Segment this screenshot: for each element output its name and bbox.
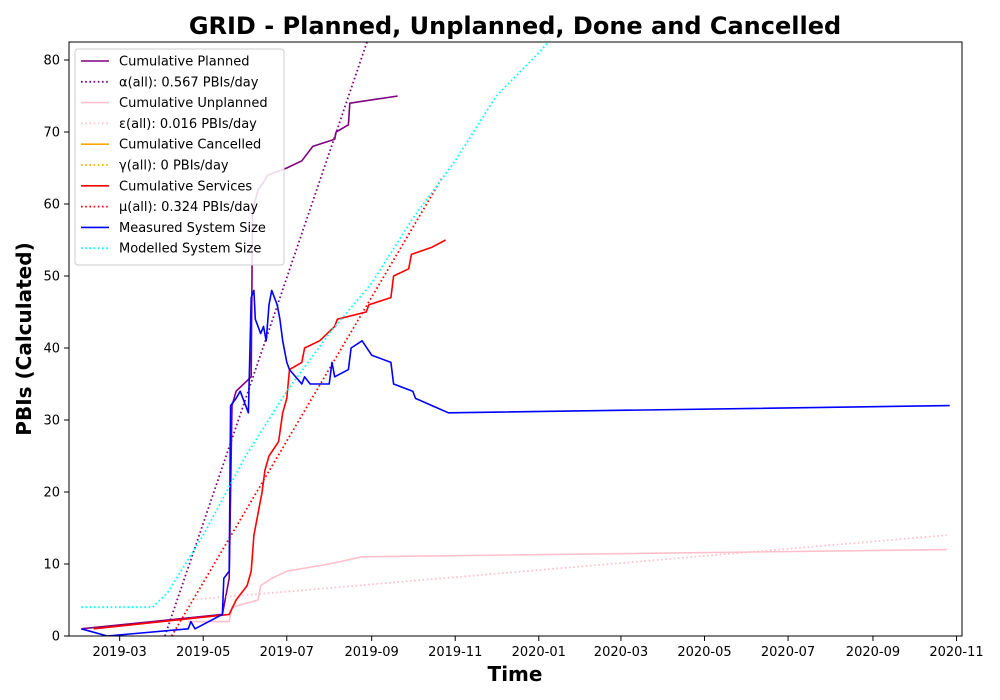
y-tick-label: 50 [43,270,60,285]
legend-label: α(all): 0.567 PBIs/day [119,75,259,90]
legend-label: Cumulative Cancelled [119,138,261,153]
x-tick-label: 2019-11 [428,645,482,660]
x-tick-label: 2020-03 [594,645,648,660]
y-tick-label: 10 [43,558,60,573]
legend-label: Measured System Size [119,221,266,236]
x-tick-label: 2020-01 [512,645,566,660]
y-tick-label: 0 [52,630,60,645]
x-tick-label: 2019-09 [345,645,399,660]
legend-label: Cumulative Services [119,179,252,194]
series-line-modelled-system-size [81,42,550,609]
y-tick-label: 30 [43,414,60,429]
y-tick-label: 70 [43,126,60,141]
legend: Cumulative Planned α(all): 0.567 PBIs/day… [74,48,285,266]
y-tick-label: 20 [43,486,60,501]
legend-label: Cumulative Planned [119,55,249,70]
y-tick-label: 40 [43,342,60,357]
x-tick-label: 2019-07 [260,645,314,660]
x-tick-label: 2020-09 [846,645,900,660]
series-line-all-0-324-pbis-day [170,178,443,636]
series-line-all-0-567-pbis-day [164,42,368,636]
x-tick-label: 2020-05 [677,645,731,660]
legend-label: Modelled System Size [119,242,261,257]
x-tick-label: 2019-03 [93,645,147,660]
legend-box [74,48,285,266]
series-line-all-0-016-pbis-day [188,534,947,601]
x-axis-label: Time [488,662,543,686]
x-tick-label: 2019-05 [176,645,230,660]
legend-label: ε(all): 0.016 PBIs/day [119,117,257,132]
x-tick-label: 2020-07 [761,645,815,660]
legend-label: γ(all): 0 PBIs/day [119,159,229,174]
y-tick-label: 60 [43,198,60,213]
series-line-measured-system-size [81,289,950,636]
series-line-cumulative-unplanned [188,548,947,623]
legend-label: Cumulative Unplanned [119,96,268,111]
y-axis-label: PBIs (Calculated) [12,242,36,435]
x-tick-label: 2020-11 [929,645,983,660]
chart-title: GRID - Planned, Unplanned, Done and Canc… [189,12,841,40]
y-tick-label: 80 [43,54,60,69]
plot-frame [68,41,963,637]
legend-label: μ(all): 0.324 PBIs/day [119,200,258,215]
